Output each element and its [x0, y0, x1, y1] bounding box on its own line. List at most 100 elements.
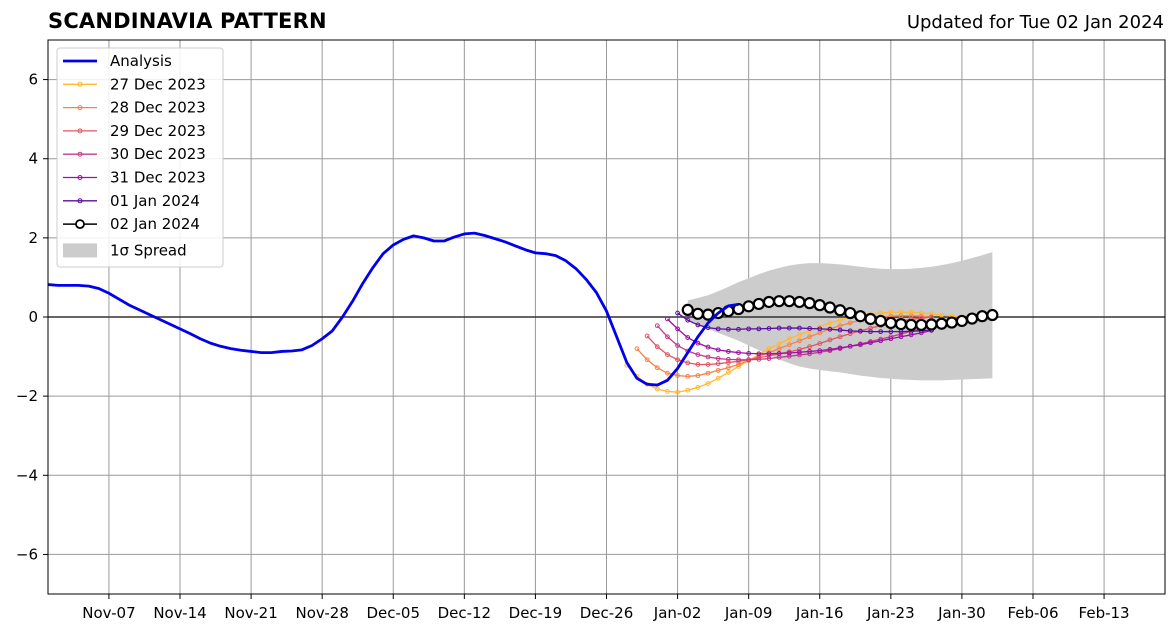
- forecast-point: [827, 347, 833, 352]
- forecast-point: [773, 295, 786, 308]
- forecast-point: [854, 310, 867, 323]
- forecast-point: [797, 338, 802, 344]
- forecast-point: [766, 351, 772, 357]
- legend-label: 31 Dec 2023: [110, 169, 206, 187]
- legend-marker: [75, 219, 85, 230]
- forecast-point: [644, 333, 650, 339]
- forecast-point: [783, 295, 796, 308]
- legend: Analysis 27 Dec 2023 28 Dec 2023 29 Dec 202…: [56, 47, 224, 268]
- forecast-point: [675, 373, 680, 378]
- forecast-point: [898, 313, 904, 319]
- forecast-point: [837, 327, 843, 333]
- forecast-point: [837, 317, 843, 323]
- forecast-point: [925, 318, 938, 331]
- forecast-point: [695, 322, 701, 328]
- forecast-point: [665, 316, 670, 322]
- x-tick-label: Jan-23: [866, 604, 915, 622]
- legend-box: [56, 47, 224, 268]
- analysis-line: [48, 231, 739, 387]
- forecast-point: [675, 310, 680, 316]
- forecast-point: [827, 337, 833, 343]
- forecast-point: [725, 326, 731, 332]
- forecast-point: [847, 331, 853, 337]
- forecast-point: [817, 348, 823, 354]
- forecast-point: [675, 343, 680, 348]
- forecast-point: [675, 326, 680, 332]
- forecast-point: [786, 350, 792, 356]
- forecast-point: [705, 370, 711, 376]
- forecast-point: [685, 335, 691, 340]
- chart-title: SCANDINAVIA PATTERN: [48, 9, 327, 33]
- series-layer: [48, 231, 999, 395]
- forecast-point: [793, 295, 806, 309]
- forecast-point: [705, 354, 711, 360]
- forecast-point: [695, 373, 701, 378]
- forecast-point: [756, 356, 762, 362]
- forecast-point: [654, 365, 660, 371]
- forecast-point: [857, 328, 863, 334]
- forecast-point: [939, 312, 944, 318]
- legend-marker: [77, 128, 83, 134]
- forecast-point: [894, 318, 908, 331]
- forecast-point: [797, 325, 802, 331]
- forecast-point: [837, 334, 843, 340]
- forecast-point: [665, 370, 670, 376]
- forecast-point: [868, 329, 873, 335]
- forecast-point: [844, 306, 857, 320]
- forecast-point: [725, 349, 731, 354]
- legend-marker: [77, 175, 83, 180]
- forecast-point: [888, 329, 894, 335]
- forecast-point: [705, 362, 711, 367]
- forecast-point: [715, 375, 721, 381]
- forecast-point: [766, 356, 772, 361]
- forecast-point: [746, 351, 752, 356]
- forecast-point: [786, 353, 792, 359]
- forecast-point: [823, 301, 837, 314]
- forecast-point: [929, 311, 934, 317]
- forecast-point: [705, 344, 711, 350]
- forecast-point: [736, 350, 741, 356]
- legend-label: 27 Dec 2023: [110, 75, 206, 93]
- forecast-point: [715, 347, 721, 353]
- forecast-point: [715, 326, 721, 332]
- legend-label: 28 Dec 2023: [110, 99, 206, 117]
- forecast-point: [898, 334, 904, 340]
- forecast-point: [685, 373, 691, 379]
- x-tick-label: Jan-30: [937, 604, 986, 622]
- x-tick-label: Nov-14: [153, 604, 206, 622]
- forecast-point: [762, 295, 776, 309]
- forecast-point: [803, 297, 816, 310]
- ticks: Nov-07 Nov-14 Nov-21 Nov-28 Dec-05 Dec-12 Dec-…: [16, 71, 1130, 622]
- forecast-point: [817, 326, 823, 332]
- forecast-point: [797, 352, 802, 358]
- y-tick-label: 6: [28, 71, 38, 89]
- x-tick-label: Jan-16: [795, 604, 844, 622]
- forecast-point: [837, 323, 843, 329]
- forecast-point: [695, 362, 701, 367]
- legend-label: 29 Dec 2023: [110, 122, 206, 140]
- forecast-point: [965, 312, 979, 325]
- forecast-point: [705, 381, 711, 386]
- y-tick-label: −4: [16, 466, 38, 484]
- forecast-point: [654, 386, 660, 392]
- x-tick-label: Dec-19: [509, 604, 563, 622]
- forecast-point: [695, 385, 701, 390]
- legend-marker: [77, 151, 83, 157]
- forecast-point: [665, 352, 670, 357]
- forecast-point: [807, 326, 812, 331]
- legend-marker: [77, 105, 83, 111]
- forecast-point: [847, 328, 853, 334]
- forecast-line-0: [626, 311, 962, 393]
- forecast-point: [715, 361, 721, 367]
- forecast-point: [685, 360, 691, 366]
- forecast-point: [945, 316, 958, 329]
- forecast-point: [915, 318, 928, 332]
- forecast-point: [827, 320, 833, 326]
- forecast-point: [807, 344, 812, 350]
- x-tick-label: Dec-26: [580, 604, 634, 622]
- forecast-point: [857, 342, 863, 348]
- forecast-point: [833, 304, 847, 317]
- forecast-point: [776, 351, 782, 356]
- forecast-point: [786, 325, 792, 331]
- forecast-point: [644, 357, 650, 363]
